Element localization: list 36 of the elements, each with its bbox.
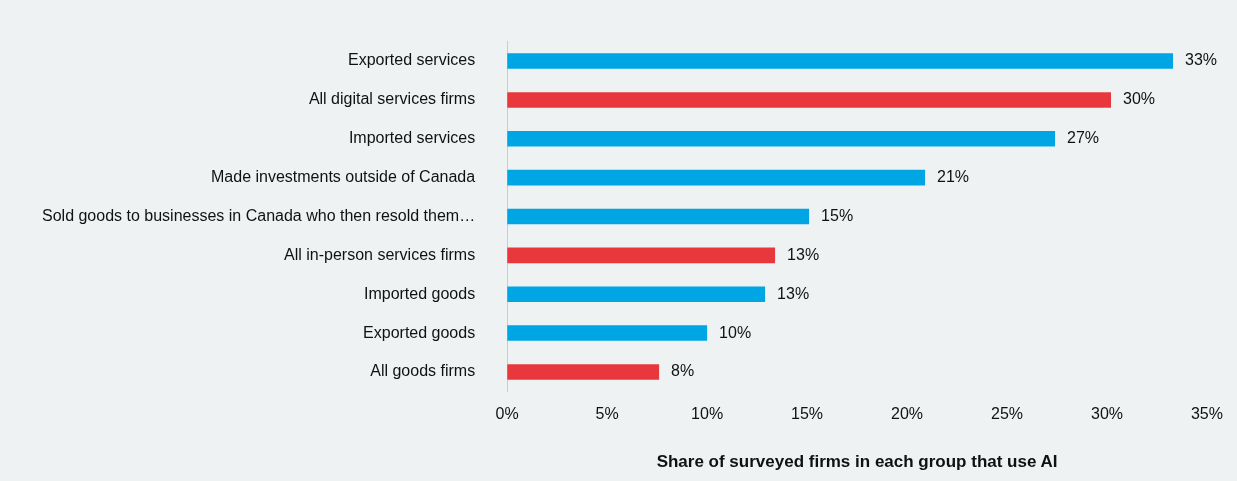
x-axis-title: Share of surveyed firms in each group that use AI bbox=[656, 452, 1058, 472]
x-tick-label: 30% bbox=[1091, 405, 1124, 423]
data-label: 33% bbox=[1185, 51, 1218, 69]
y-tick-label: Imported services bbox=[348, 129, 476, 147]
bar bbox=[507, 286, 766, 303]
y-tick-label: Sold goods to businesses in Canada who then resold them… bbox=[42, 206, 476, 224]
data-label: 13% bbox=[777, 284, 810, 302]
data-label: 13% bbox=[787, 245, 820, 263]
y-tick-label: All goods firms bbox=[370, 362, 476, 380]
data-label: 21% bbox=[937, 168, 970, 186]
x-tick-label: 20% bbox=[891, 405, 924, 423]
data-label: 10% bbox=[719, 323, 752, 341]
y-tick-label: All digital services firms bbox=[308, 90, 476, 108]
bar bbox=[507, 364, 660, 380]
bar bbox=[507, 325, 708, 341]
data-label: 27% bbox=[1067, 129, 1100, 147]
x-tick-label: 10% bbox=[691, 405, 724, 423]
x-tick-label: 0% bbox=[495, 405, 519, 423]
y-tick-label: Made investments outside of Canada bbox=[211, 168, 476, 186]
bar bbox=[507, 130, 1056, 147]
x-tick-label: 15% bbox=[791, 405, 824, 423]
bar bbox=[507, 208, 810, 225]
y-tick-label: Exported goods bbox=[363, 323, 476, 341]
y-tick-label: Exported services bbox=[347, 51, 476, 69]
data-label: 8% bbox=[671, 362, 695, 380]
bar bbox=[507, 92, 1112, 108]
x-tick-label: 35% bbox=[1190, 405, 1223, 423]
bar bbox=[507, 247, 776, 264]
bar bbox=[507, 169, 926, 186]
x-tick-label: 25% bbox=[991, 405, 1024, 423]
y-tick-label: Imported goods bbox=[363, 284, 476, 302]
x-tick-label: 5% bbox=[595, 405, 619, 423]
bar bbox=[507, 53, 1173, 69]
y-tick-label: All in-person services firms bbox=[284, 245, 476, 263]
data-label: 15% bbox=[821, 206, 854, 224]
data-label: 30% bbox=[1123, 90, 1156, 108]
